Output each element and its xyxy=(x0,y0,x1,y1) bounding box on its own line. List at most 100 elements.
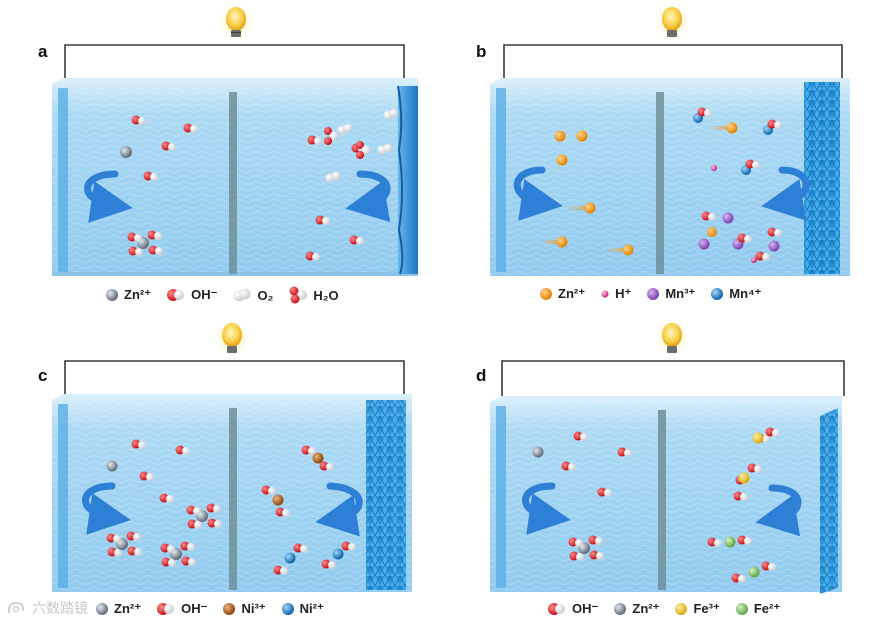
panel-label: c xyxy=(38,366,48,385)
motion-trail xyxy=(540,240,562,244)
separator-membrane xyxy=(656,92,664,274)
proton xyxy=(751,257,757,263)
legend-b: Zn²⁺ H⁺ Mn³⁺ Mn⁴⁺ xyxy=(538,286,761,302)
circulation-arrow-left xyxy=(513,166,563,221)
proton-icon xyxy=(601,290,609,298)
hydroxide-hydrogen xyxy=(150,173,158,181)
panel-label: b xyxy=(476,42,487,61)
zinc-anode xyxy=(58,404,68,588)
hydroxide-hydrogen xyxy=(322,217,330,225)
hydroxide-hydrogen xyxy=(114,549,122,557)
separator-membrane xyxy=(229,92,237,274)
legend-text: OH⁻ xyxy=(181,601,208,616)
hydroxide-hydrogen xyxy=(714,539,722,547)
zn-ion xyxy=(532,446,544,458)
legend-item: H₂O xyxy=(287,286,339,304)
ni2-ion-icon xyxy=(281,603,294,615)
hydroxide-hydrogen xyxy=(155,247,163,255)
ni3-ion xyxy=(272,494,284,506)
zinc-manganese-battery-diagram xyxy=(490,4,850,276)
light-bulb-icon xyxy=(654,4,690,40)
mn3-ion xyxy=(722,212,734,224)
legend-text: H⁺ xyxy=(615,286,632,301)
zn-ion-icon xyxy=(614,603,627,615)
hydroxide-hydrogen xyxy=(166,495,174,503)
fe2-ion xyxy=(724,536,736,548)
hydroxide-hydrogen xyxy=(762,435,770,443)
nickel-cathode xyxy=(366,400,406,590)
panel-d: d OH⁻ Zn²⁺ Fe³⁺ Fe²⁺ xyxy=(442,316,884,631)
hydroxide-hydrogen xyxy=(168,143,176,151)
hydroxide-hydrogen xyxy=(754,465,762,473)
hydroxide-hydrogen xyxy=(768,563,776,571)
zn-ion xyxy=(576,130,588,142)
hydroxide-hydrogen xyxy=(580,433,588,441)
panel-a: a Zn²⁺ OH⁻ O₂ H₂O xyxy=(0,0,442,315)
hydroxide-hydrogen xyxy=(194,521,202,529)
battery-tank xyxy=(490,78,850,276)
hydroxide-hydrogen xyxy=(213,505,221,513)
iron-cathode xyxy=(820,408,838,594)
legend-text: Mn⁴⁺ xyxy=(729,286,762,301)
water-molecule-icon xyxy=(289,286,308,304)
legend-item: Zn²⁺ xyxy=(612,601,659,617)
mn3-ion xyxy=(698,238,710,250)
light-bulb-icon xyxy=(214,320,250,356)
circulation-arrow-right xyxy=(755,484,802,537)
mn4-ion-icon xyxy=(711,288,724,300)
watermark-text: 六数踏镜 xyxy=(32,601,88,617)
ni3-ion-icon xyxy=(223,603,236,615)
water-oxygen xyxy=(324,127,332,135)
water-oxygen xyxy=(324,137,332,145)
legend-text: Fe²⁺ xyxy=(753,601,781,616)
legend-item: OH⁻ xyxy=(165,287,217,303)
hydroxide-hydrogen xyxy=(576,553,584,561)
fe3-ion-icon xyxy=(675,603,688,615)
hydroxide-hydrogen xyxy=(138,441,146,449)
oxygen-molecule-icon xyxy=(233,288,251,302)
hydroxide-hydrogen xyxy=(167,545,175,553)
zn-ion-icon xyxy=(106,289,118,301)
legend-item: Ni³⁺ xyxy=(221,601,266,617)
motion-trail xyxy=(710,126,732,130)
watermark: 六数踏镜 xyxy=(6,598,88,618)
external-circuit-wire xyxy=(501,360,845,396)
hydroxide-hydrogen xyxy=(187,543,195,551)
water-oxygen xyxy=(356,141,364,149)
circulation-arrow-right xyxy=(761,166,810,221)
hydroxide-hydrogen xyxy=(772,429,780,437)
zn-ion-icon xyxy=(96,603,108,615)
zinc-iron-battery-diagram xyxy=(490,320,845,594)
legend-text: Zn²⁺ xyxy=(124,287,152,302)
legend-text: Zn²⁺ xyxy=(114,601,142,616)
legend-item: OH⁻ xyxy=(155,601,207,617)
legend-d: OH⁻ Zn²⁺ Fe³⁺ Fe²⁺ xyxy=(546,601,780,617)
legend-text: H₂O xyxy=(313,287,339,303)
oxygen-atom xyxy=(389,108,399,118)
zn-ion xyxy=(707,227,717,237)
hydroxide-hydrogen xyxy=(190,125,198,133)
hydroxide-hydrogen xyxy=(214,520,222,528)
panel-c: c Zn²⁺ OH⁻ Ni³⁺ Ni²⁺ xyxy=(0,316,442,631)
separator-membrane xyxy=(229,408,237,590)
mn3-ion xyxy=(768,240,780,252)
legend-text: Zn²⁺ xyxy=(558,286,586,301)
separator-membrane xyxy=(658,410,666,590)
hydroxide-hydrogen xyxy=(312,253,320,261)
legend-item: H⁺ xyxy=(599,286,631,302)
hydroxide-hydrogen xyxy=(134,548,142,556)
circulation-arrow-right xyxy=(315,482,363,537)
fe3-ion xyxy=(738,472,750,484)
hydroxide-hydrogen xyxy=(146,473,154,481)
hydroxide-hydrogen xyxy=(168,559,176,567)
legend-text: Fe³⁺ xyxy=(693,601,720,616)
hydroxide-hydrogen xyxy=(704,109,712,117)
legend-item: Mn⁴⁺ xyxy=(709,286,761,302)
hydroxide-hydrogen xyxy=(774,121,782,129)
water-hydrogen xyxy=(361,145,371,155)
zn-ion xyxy=(622,244,634,256)
water-oxygen xyxy=(356,151,364,159)
hydroxide-hydrogen xyxy=(328,561,336,569)
zinc-anode xyxy=(58,88,68,272)
legend-item: Zn²⁺ xyxy=(104,287,151,303)
